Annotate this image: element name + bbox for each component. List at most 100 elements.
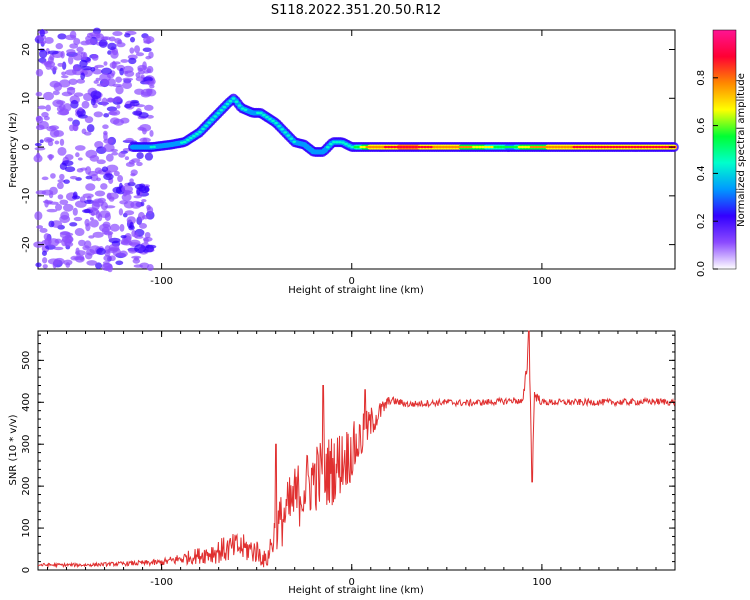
spectrogram-noise-blob: [149, 130, 154, 137]
spectrogram-noise-blob: [108, 243, 120, 251]
spectrogram-ridge-core: [411, 145, 415, 149]
spectrogram-ridge-core: [475, 145, 479, 149]
colorbar-tick-label: 0.4: [696, 165, 707, 181]
spectrogram-noise-blob: [103, 143, 115, 153]
spectrogram-noise-blob: [69, 30, 77, 39]
spectrogram-noise-blob: [92, 231, 104, 238]
spectrogram-noise-blob: [35, 68, 44, 77]
spectrogram-noise-blob: [75, 250, 86, 256]
spectrogram-ridge-core: [554, 145, 558, 149]
snr-y-tick-label: 400: [21, 393, 32, 412]
snr-x-tick-label: -100: [150, 577, 173, 588]
spectrogram-noise-blob: [129, 178, 134, 184]
spectrogram-noise-blob: [128, 159, 135, 165]
spectrogram-noise-blob: [81, 100, 90, 109]
spectrogram-noise-blob: [64, 241, 74, 247]
spectrogram-noise-blob: [142, 47, 152, 52]
spectrogram-noise-blob: [96, 247, 106, 256]
spectrogram-noise-blob: [88, 235, 95, 239]
spectrogram-noise-blob: [98, 39, 108, 48]
spectrogram-ridge-core: [484, 145, 488, 149]
spectrogram-y-tick-label: 10: [21, 92, 32, 105]
spectrogram-ridge-core: [414, 145, 418, 149]
colorbar-ticks: 0.0 0.2 0.4 0.6 0.8: [696, 70, 718, 277]
spectrogram-noise-blob: [104, 249, 111, 257]
spectrogram-noise-blob: [42, 257, 48, 264]
spectrogram-ridge-core: [645, 145, 650, 149]
spectrogram-ridge-core: [277, 124, 281, 128]
spectrogram-noise-blob: [36, 225, 44, 229]
spectrogram-noise-blob: [90, 98, 96, 106]
spectrogram-ridge-core: [137, 145, 141, 149]
spectrogram-noise-blob: [38, 57, 47, 63]
spectrogram-ridge-core: [438, 145, 443, 149]
spectrogram-noise-blob: [46, 138, 55, 142]
spectrogram-noise-blob: [38, 121, 49, 130]
spectrogram-ridge-core: [611, 145, 616, 149]
spectrogram-noise-blob: [100, 183, 108, 190]
spectrogram-noise-blob: [80, 72, 86, 80]
spectrogram-noise-blob: [57, 110, 70, 116]
spectrogram-noise-blob: [57, 179, 66, 183]
spectrogram-noise-blob: [41, 176, 49, 181]
spectrogram-ridge-core: [173, 142, 178, 145]
spectrogram-ridge-core: [259, 111, 263, 115]
spectrogram-ridge-core: [566, 145, 570, 149]
spectrogram-noise-blob: [115, 85, 124, 95]
spectrogram-noise-blob: [59, 138, 65, 146]
spectrogram-ridge-core: [262, 113, 266, 117]
spectrogram-ridge-core: [228, 100, 233, 103]
spectrogram-ridge-core: [535, 145, 540, 149]
spectrogram-noise-blob: [74, 200, 87, 208]
spectrogram-noise-blob: [82, 193, 94, 199]
spectrogram-noise-blob: [109, 223, 120, 232]
snr-x-tick-label: 0: [349, 577, 355, 588]
colorbar-label: Normalized spectral amplitude: [736, 73, 747, 227]
spectrogram-ridge-core: [472, 145, 476, 149]
spectrogram-noise-blob: [39, 49, 48, 59]
spectrogram-noise-blob: [89, 217, 94, 221]
spectrogram-noise-blob: [135, 52, 145, 57]
spectrogram-ridge-core: [313, 150, 318, 154]
spectrogram-noise-blob: [85, 183, 96, 191]
spectrogram-noise-blob: [63, 259, 73, 266]
spectrogram-noise-blob: [142, 61, 147, 71]
spectrogram-marks: [33, 27, 679, 273]
spectrogram-noise-blob: [124, 210, 135, 216]
spectrogram-ridge-core: [423, 145, 427, 149]
spectrogram-ridge-core: [240, 107, 245, 110]
spectrogram-noise-blob: [118, 208, 124, 216]
snr-marks: [37, 330, 676, 569]
spectrogram-ridge-core: [453, 145, 458, 149]
spectrogram-noise-blob: [115, 260, 124, 266]
snr-y-tick-label: 200: [21, 477, 32, 496]
spectrogram-x-axis-label: Height of straight line (km): [288, 285, 424, 296]
spectrogram-noise-blob: [129, 101, 140, 107]
spectrogram-noise-blob: [141, 199, 147, 203]
colorbar-tick-label: 0.2: [696, 213, 707, 229]
spectrogram-ridge-core: [371, 145, 376, 149]
spectrogram-noise-blob: [90, 67, 96, 72]
spectrogram-ridge-core: [551, 145, 555, 149]
spectrogram-noise-blob: [145, 244, 155, 253]
spectrogram-noise-blob: [35, 262, 42, 268]
spectrogram-noise-blob: [138, 185, 147, 192]
spectrogram-noise-blob: [126, 216, 136, 225]
spectrogram-noise-blob: [68, 55, 74, 65]
spectrogram-noise-blob: [46, 208, 58, 213]
spectrogram-noise-blob: [96, 83, 107, 87]
spectrogram-noise-blob: [111, 151, 119, 156]
spectrogram-noise-blob: [84, 240, 92, 249]
spectrogram-ridge-core: [216, 112, 221, 115]
spectrogram-noise-blob: [143, 76, 153, 83]
spectrogram-noise-blob: [76, 168, 84, 173]
spectrogram-noise-blob: [84, 218, 90, 227]
spectrogram-noise-blob: [119, 250, 128, 258]
spectrogram-ridge-core: [335, 140, 339, 144]
spectrogram-ridge-core: [329, 142, 333, 146]
spectrogram-ridge-core: [286, 134, 291, 137]
spectrogram-ridge-core: [219, 108, 224, 112]
spectrogram-noise-blob: [136, 152, 144, 159]
spectrogram-noise-blob: [41, 250, 47, 256]
